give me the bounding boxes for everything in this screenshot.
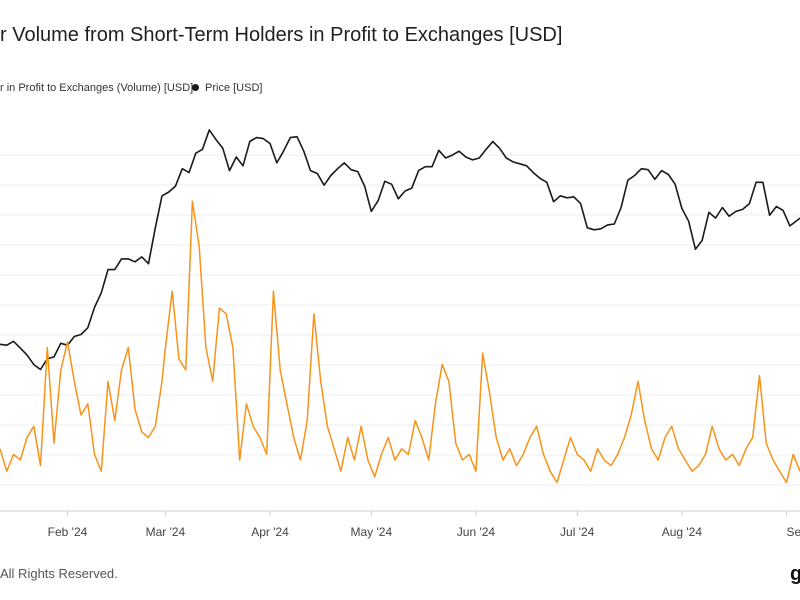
series-line-volume xyxy=(0,200,800,484)
series-line-price xyxy=(0,129,800,371)
x-tick-label: Aug '24 xyxy=(662,525,703,539)
chart-title: r Volume from Short-Term Holders in Prof… xyxy=(0,24,563,46)
legend-label-price: Price [USD] xyxy=(205,82,263,94)
x-tick-label: Feb '24 xyxy=(48,525,88,539)
brand-logo: g xyxy=(790,563,800,585)
legend-label-volume: r in Profit to Exchanges (Volume) [USD] xyxy=(0,82,194,94)
legend-item-volume[interactable]: r in Profit to Exchanges (Volume) [USD] xyxy=(0,82,193,94)
x-tick-label: Apr '24 xyxy=(251,525,289,539)
x-tick-label: Jun '24 xyxy=(457,525,496,539)
legend-dot-price-icon xyxy=(192,83,199,91)
x-tick-label: Mar '24 xyxy=(146,525,186,539)
legend-item-price[interactable]: Price [USD] xyxy=(192,82,262,94)
line-chart: Feb '24 Mar '24 Apr '24 May '24 Jun '24 Jul '… xyxy=(0,129,800,539)
chart-legend: r in Profit to Exchanges (Volume) [USD] … xyxy=(0,82,800,96)
copyright-text: All Rights Reserved. xyxy=(0,566,118,581)
x-tick-label: May '24 xyxy=(350,525,392,539)
x-tick-label: Sep xyxy=(786,525,800,539)
x-tick-label: Jul '24 xyxy=(560,525,595,539)
